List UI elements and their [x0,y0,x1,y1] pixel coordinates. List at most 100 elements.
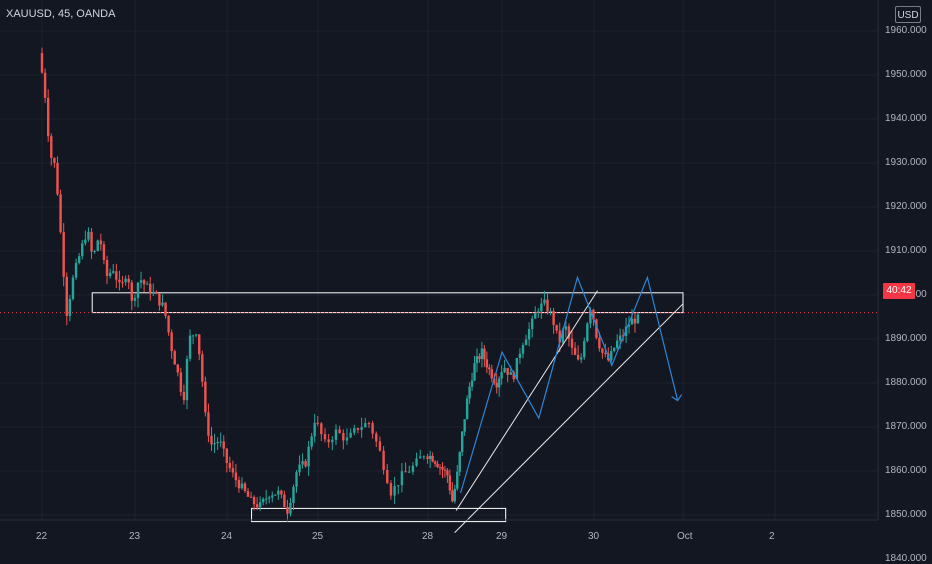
candle-body [583,340,586,358]
candle-body [68,299,72,316]
candle-body [534,312,537,319]
candle-body [615,340,619,348]
candle-body [118,279,121,283]
candle-body [327,439,330,443]
candle-body [488,367,491,370]
horizontal-zone-box [251,507,507,523]
candle-body [543,299,546,304]
candle-body [204,381,207,413]
projection-pattern [459,275,679,494]
price-tick-label: 1890.000 [885,333,927,344]
candle-body [179,372,183,392]
candle-body [364,423,367,428]
candle-body [130,282,134,301]
candle-body [540,303,543,312]
candle-body [277,490,280,495]
candle-body [301,461,304,465]
candle-body [448,475,452,491]
candle-body [564,326,568,330]
candle-body [283,494,286,507]
candle-body [433,461,437,464]
candle-body [185,358,189,401]
candle-body [334,429,338,440]
candle-body [268,497,271,499]
candlesticks [40,47,640,522]
candle-body [84,239,87,244]
candle-body [419,456,422,459]
support-resistance-zones [91,292,684,523]
trendline [455,290,598,511]
candle-body [201,354,204,382]
time-tick-label: 28 [422,531,434,542]
current-price-tag: 40:42 [883,283,915,299]
candle-body [480,348,484,359]
candle-body [478,356,481,359]
candle-body [74,262,78,278]
candle-body [219,441,222,443]
price-tick-label: 1880.000 [885,377,927,388]
candle-body [271,495,274,498]
candle-body [393,486,396,496]
currency-button[interactable]: USD [895,6,921,23]
candle-body [500,372,503,379]
candle-body [50,136,53,158]
candle-body [96,240,99,252]
candle-body [207,412,210,436]
candle-body [59,194,62,233]
candle-body [93,251,96,253]
candle-body [210,435,213,445]
candle-body [40,53,44,73]
price-chart[interactable] [0,0,932,550]
price-tick-label: 1950.000 [885,69,927,80]
candle-body [342,432,345,441]
candle-body [216,441,219,444]
candle-body [483,348,486,360]
candle-body [375,433,378,442]
candle-body [456,471,459,489]
time-tick-label: 24 [221,531,233,542]
candle-body [345,437,349,441]
candle-body [567,326,571,339]
time-tick-label: 29 [496,531,508,542]
candle-body [490,369,493,379]
candle-body [408,471,411,473]
candle-body [453,488,457,502]
candle-body [576,354,580,360]
candle-body [458,452,461,472]
price-tick-label: 1910.000 [885,245,927,256]
candle-body [198,334,201,355]
candle-body [213,443,216,445]
candle-body [289,503,292,514]
candle-body [90,231,93,252]
candle-body [589,309,592,324]
candle-body [99,240,103,245]
candle-body [145,283,149,285]
candle-body [304,461,307,467]
candle-body [527,329,531,340]
time-tick-label: Oct [677,531,693,542]
candle-body [225,448,229,464]
candle-body [446,470,449,476]
candle-body [258,502,262,508]
chart-grid [0,0,878,520]
candle-body [382,450,385,470]
candle-body [161,302,164,306]
candle-body [307,446,310,467]
candle-body [167,315,170,333]
arrow-head [671,394,683,402]
candle-body [295,472,298,487]
candle-body [636,314,640,324]
candle-body [182,391,186,401]
candle-body [231,468,235,473]
drawing-tools [0,275,878,533]
candle-body [431,455,434,462]
candle-body [136,282,140,298]
symbol-label[interactable]: XAUUSD, 45, OANDA [6,8,116,20]
candle-body [331,439,334,443]
candle-body [310,436,313,447]
candle-body [415,458,418,466]
candle-body [127,278,130,283]
candle-body [323,434,327,440]
candle-body [353,428,356,433]
candle-body [438,467,442,469]
